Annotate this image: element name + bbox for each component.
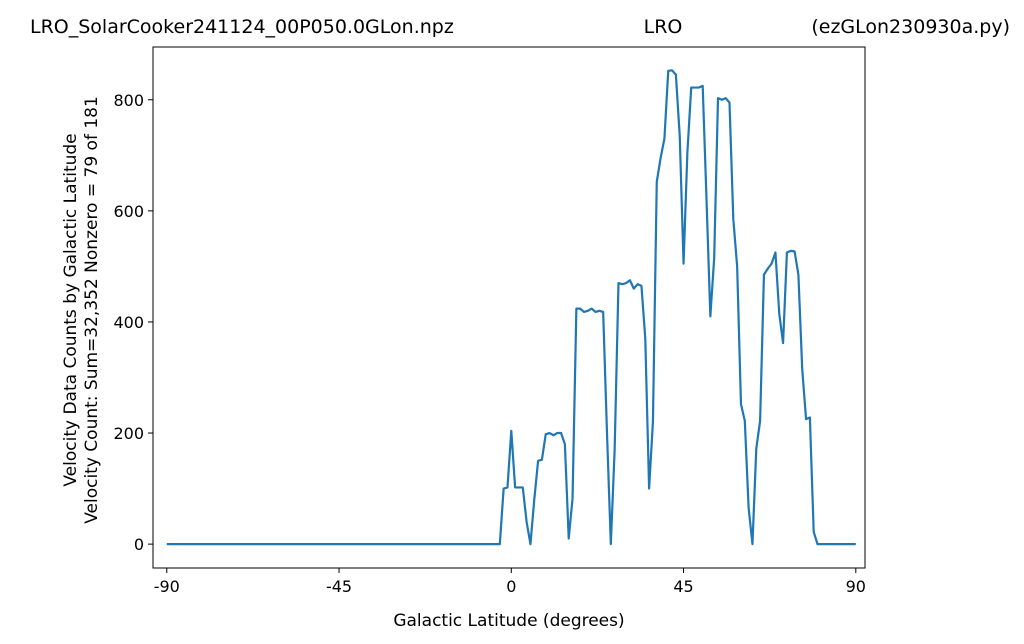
y-tick-label: 200 <box>113 424 144 443</box>
x-tick-label: 90 <box>846 577 866 596</box>
x-tick-label: -45 <box>326 577 352 596</box>
chart-title-left: LRO_SolarCooker241124_00P050.0GLon.npz <box>30 16 454 38</box>
y-tick-label: 800 <box>113 91 144 110</box>
y-axis-label: Velocity Count: Sum=32,352 Nonzero = 79 … <box>82 96 102 524</box>
y-tick-label: 400 <box>113 313 144 332</box>
x-tick-label: 45 <box>673 577 693 596</box>
chart-title-center: LRO <box>644 16 683 38</box>
chart-title-right: (ezGLon230930a.py) <box>811 16 1010 38</box>
x-tick-label: 0 <box>506 577 516 596</box>
x-axis-label: Galactic Latitude (degrees) <box>393 611 624 631</box>
data-line <box>166 69 856 546</box>
y-axis-label: Velocity Data Counts by Galactic Latitud… <box>61 133 81 486</box>
x-tick-label: -90 <box>154 577 180 596</box>
axes-frame <box>152 46 866 569</box>
y-tick-label: 0 <box>134 535 144 554</box>
y-tick-label: 600 <box>113 202 144 221</box>
